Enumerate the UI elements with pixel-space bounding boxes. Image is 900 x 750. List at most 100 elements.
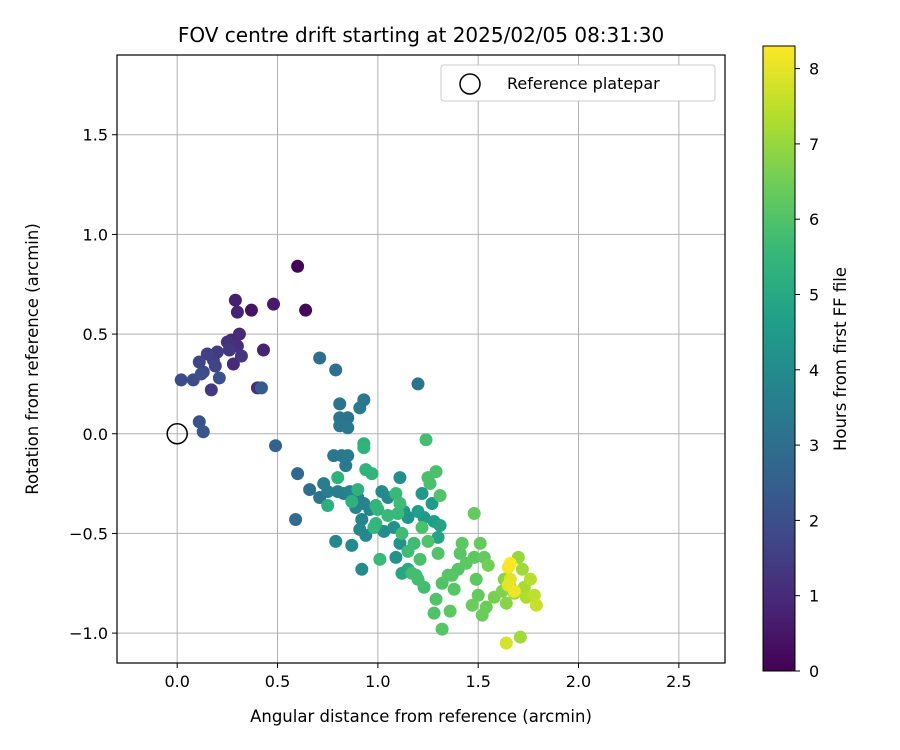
data-point <box>341 449 355 463</box>
grid-lines <box>117 55 725 663</box>
data-point <box>331 471 345 485</box>
data-point <box>269 439 283 453</box>
data-point <box>469 572 483 586</box>
data-point <box>194 367 208 381</box>
data-points <box>174 259 543 650</box>
colorbar-tick-label: 4 <box>809 361 819 380</box>
data-point <box>345 538 359 552</box>
data-point <box>371 503 385 517</box>
data-point <box>254 381 268 395</box>
data-point <box>523 572 537 586</box>
data-point <box>393 497 407 511</box>
data-point <box>429 592 443 606</box>
data-point <box>395 526 409 540</box>
y-axis-ticks: −1.0 −0.5 0.0 0.5 1.0 1.5 <box>69 126 117 643</box>
data-point <box>527 588 541 602</box>
data-point <box>433 518 447 532</box>
data-point <box>417 580 431 594</box>
data-point <box>411 504 425 518</box>
data-point <box>431 546 445 560</box>
data-point <box>465 598 479 612</box>
colorbar-label: Hours from first FF file <box>831 267 850 451</box>
data-point <box>393 536 407 550</box>
data-point <box>507 584 521 598</box>
y-tick-label: −0.5 <box>69 524 108 543</box>
data-point <box>228 293 242 307</box>
data-point <box>174 373 188 387</box>
data-point <box>232 327 246 341</box>
data-point <box>192 355 206 369</box>
data-point <box>393 471 407 485</box>
y-tick-label: 0.5 <box>83 325 108 344</box>
colorbar-tick-label: 5 <box>809 285 819 304</box>
colorbar-tick-label: 0 <box>809 662 819 681</box>
data-point <box>339 459 353 473</box>
data-point <box>291 467 305 481</box>
data-point <box>411 377 425 391</box>
data-point <box>425 497 439 511</box>
data-point <box>355 512 369 526</box>
legend-entry-reference-platepar: Reference platepar <box>507 74 660 93</box>
data-point <box>355 562 369 576</box>
data-point <box>267 297 281 311</box>
colorbar-tick-label: 1 <box>809 587 819 606</box>
x-axis-label: Angular distance from reference (arcmin) <box>250 707 592 726</box>
data-point <box>226 357 240 371</box>
data-point <box>321 485 335 499</box>
data-point <box>351 483 365 497</box>
data-point <box>471 588 485 602</box>
x-axis-ticks: 0.0 0.5 1.0 1.5 2.0 2.5 <box>164 663 692 691</box>
data-point <box>447 582 461 596</box>
data-point <box>415 487 429 501</box>
data-point <box>391 506 405 520</box>
colorbar-ticks: 0 1 2 3 4 5 6 7 8 <box>795 60 819 681</box>
data-point <box>200 347 214 361</box>
data-point <box>357 393 371 407</box>
data-point <box>256 343 270 357</box>
colorbar-gradient <box>762 45 796 672</box>
data-point <box>401 544 415 558</box>
y-tick-label: 1.0 <box>83 225 108 244</box>
data-point <box>389 487 403 501</box>
data-point <box>289 512 303 526</box>
data-point <box>329 534 343 548</box>
data-point <box>365 467 379 481</box>
x-tick-label: 1.0 <box>365 672 390 691</box>
data-point <box>299 303 313 317</box>
data-point <box>381 508 395 522</box>
colorbar-tick-label: 7 <box>809 135 819 154</box>
reference-platepar-marker <box>166 423 188 445</box>
data-point <box>313 351 327 365</box>
data-point <box>208 359 222 373</box>
data-point <box>429 465 443 479</box>
colorbar-tick-label: 8 <box>809 60 819 79</box>
data-point <box>333 397 347 411</box>
data-point <box>377 524 391 538</box>
x-tick-label: 1.5 <box>465 672 490 691</box>
data-point <box>192 415 206 429</box>
data-point <box>389 550 403 564</box>
data-point <box>467 550 481 564</box>
data-point <box>467 506 481 520</box>
legend: Reference platepar <box>440 64 716 102</box>
data-point <box>515 562 529 576</box>
data-point <box>443 604 457 618</box>
legend-marker-icon <box>459 73 481 95</box>
colorbar-tick-label: 2 <box>809 511 819 530</box>
data-point <box>341 421 355 435</box>
chart-title: FOV centre drift starting at 2025/02/05 … <box>178 23 664 47</box>
data-point <box>234 349 248 363</box>
data-point <box>481 558 495 572</box>
data-point <box>303 483 317 497</box>
y-tick-label: −1.0 <box>69 624 108 643</box>
data-point <box>222 343 236 357</box>
data-point <box>423 477 437 491</box>
data-point <box>431 530 445 544</box>
colorbar-tick-label: 3 <box>809 436 819 455</box>
x-tick-label: 0.5 <box>265 672 290 691</box>
data-point <box>453 546 467 560</box>
data-point <box>455 536 469 550</box>
data-point <box>513 630 527 644</box>
